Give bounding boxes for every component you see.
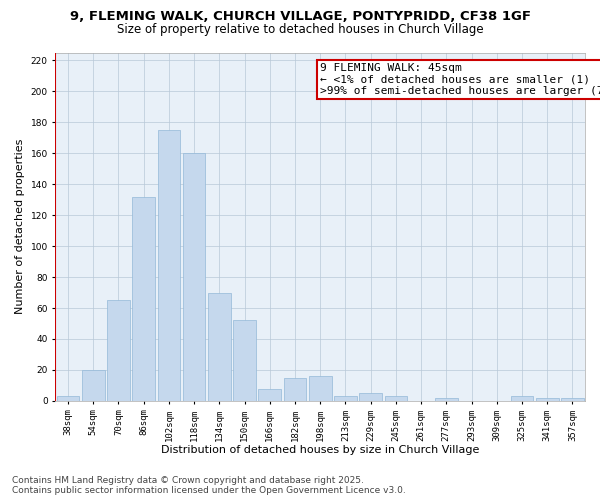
Bar xyxy=(158,130,180,401)
Bar xyxy=(511,396,533,401)
Bar xyxy=(536,398,559,401)
Bar xyxy=(359,393,382,401)
X-axis label: Distribution of detached houses by size in Church Village: Distribution of detached houses by size … xyxy=(161,445,479,455)
Bar xyxy=(435,398,458,401)
Bar xyxy=(309,376,332,401)
Y-axis label: Number of detached properties: Number of detached properties xyxy=(15,139,25,314)
Bar xyxy=(183,153,205,401)
Text: 9 FLEMING WALK: 45sqm
← <1% of detached houses are smaller (1)
>99% of semi-deta: 9 FLEMING WALK: 45sqm ← <1% of detached … xyxy=(320,63,600,96)
Bar xyxy=(82,370,104,401)
Bar xyxy=(385,396,407,401)
Bar xyxy=(57,396,79,401)
Bar xyxy=(133,196,155,401)
Bar xyxy=(233,320,256,401)
Bar xyxy=(208,292,231,401)
Bar xyxy=(334,396,357,401)
Bar xyxy=(107,300,130,401)
Text: 9, FLEMING WALK, CHURCH VILLAGE, PONTYPRIDD, CF38 1GF: 9, FLEMING WALK, CHURCH VILLAGE, PONTYPR… xyxy=(70,10,530,23)
Bar xyxy=(259,388,281,401)
Bar xyxy=(561,398,584,401)
Bar xyxy=(284,378,307,401)
Text: Size of property relative to detached houses in Church Village: Size of property relative to detached ho… xyxy=(116,22,484,36)
Text: Contains HM Land Registry data © Crown copyright and database right 2025.
Contai: Contains HM Land Registry data © Crown c… xyxy=(12,476,406,495)
